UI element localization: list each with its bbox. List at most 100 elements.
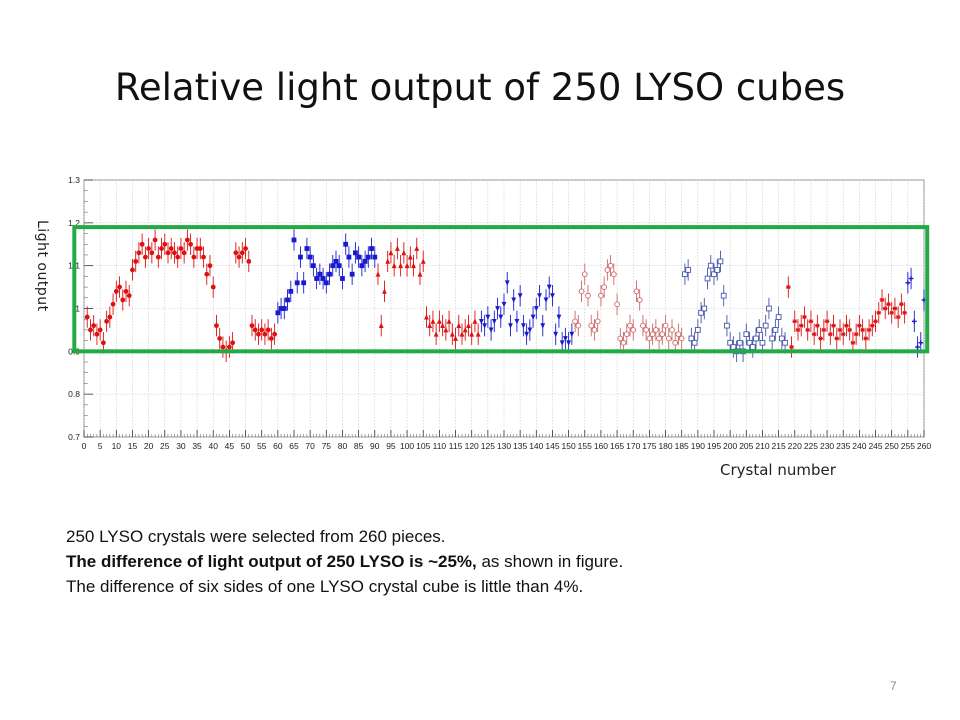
data-point bbox=[369, 237, 374, 260]
data-point bbox=[427, 314, 433, 337]
data-point bbox=[246, 250, 252, 273]
point-marker bbox=[291, 237, 297, 243]
data-point bbox=[685, 259, 692, 281]
point-marker bbox=[508, 323, 513, 329]
data-point bbox=[853, 323, 859, 345]
point-marker bbox=[559, 340, 565, 346]
x-tick-label: 145 bbox=[545, 441, 559, 451]
slide-title: Relative light output of 250 LYSO cubes bbox=[114, 66, 846, 109]
data-point bbox=[362, 250, 368, 273]
data-point bbox=[892, 297, 898, 320]
point-marker bbox=[262, 331, 268, 337]
point-marker bbox=[475, 331, 481, 337]
data-point bbox=[902, 302, 908, 324]
point-marker bbox=[401, 249, 407, 256]
data-point bbox=[824, 310, 830, 333]
data-point bbox=[588, 314, 595, 337]
x-tick-label: 50 bbox=[241, 441, 251, 451]
data-point bbox=[831, 314, 836, 337]
point-marker bbox=[588, 322, 595, 329]
point-marker bbox=[162, 241, 168, 247]
x-tick-label: 15 bbox=[128, 441, 138, 451]
data-point bbox=[226, 336, 232, 358]
data-point bbox=[275, 302, 281, 324]
data-point bbox=[869, 314, 875, 337]
data-point bbox=[623, 323, 630, 345]
data-point bbox=[720, 284, 727, 307]
point-marker bbox=[778, 335, 785, 342]
point-marker bbox=[100, 340, 106, 346]
data-point bbox=[527, 319, 533, 341]
data-point bbox=[488, 319, 494, 341]
point-marker bbox=[711, 271, 717, 278]
data-point bbox=[343, 233, 349, 255]
point-marker bbox=[404, 262, 410, 269]
data-point bbox=[908, 267, 914, 290]
note-line-1: 250 LYSO crystals were selected from 260… bbox=[66, 527, 446, 546]
x-tick-label: 190 bbox=[691, 441, 705, 451]
x-tick-label: 205 bbox=[739, 441, 753, 451]
data-point bbox=[533, 297, 539, 320]
point-marker bbox=[698, 309, 704, 316]
point-marker bbox=[126, 293, 132, 299]
point-marker bbox=[659, 331, 666, 338]
point-marker bbox=[799, 323, 804, 328]
data-point bbox=[272, 323, 278, 345]
point-marker bbox=[841, 332, 846, 337]
data-point bbox=[352, 242, 358, 264]
data-point bbox=[610, 263, 617, 285]
data-point bbox=[756, 319, 763, 341]
data-point bbox=[365, 246, 371, 268]
data-point bbox=[543, 289, 549, 311]
y-tick-label: 1.3 bbox=[68, 175, 80, 185]
x-tick-label: 225 bbox=[804, 441, 818, 451]
point-marker bbox=[530, 314, 536, 321]
data-point bbox=[349, 263, 355, 285]
point-marker bbox=[436, 318, 442, 324]
point-marker bbox=[553, 331, 559, 338]
data-point bbox=[155, 246, 161, 268]
data-point bbox=[278, 297, 284, 320]
point-marker bbox=[472, 318, 478, 324]
point-marker bbox=[837, 327, 843, 332]
point-marker bbox=[514, 318, 520, 325]
point-marker bbox=[873, 319, 878, 324]
data-point bbox=[873, 310, 878, 333]
data-point bbox=[707, 254, 714, 277]
data-point bbox=[294, 272, 300, 294]
point-marker bbox=[812, 332, 817, 337]
data-point bbox=[491, 310, 497, 333]
point-marker bbox=[323, 280, 329, 286]
point-marker bbox=[152, 237, 158, 243]
data-point bbox=[562, 327, 568, 350]
y-tick-label: 1.2 bbox=[68, 218, 80, 228]
point-marker bbox=[449, 331, 455, 337]
point-marker bbox=[382, 288, 387, 294]
note-line-2: The difference of light output of 250 LY… bbox=[66, 549, 623, 574]
data-point bbox=[220, 336, 226, 358]
point-marker bbox=[159, 246, 164, 251]
point-marker bbox=[782, 339, 788, 346]
data-point bbox=[482, 314, 488, 337]
point-marker bbox=[844, 323, 849, 328]
data-point bbox=[298, 246, 303, 268]
data-point bbox=[778, 327, 785, 350]
point-marker bbox=[828, 332, 833, 337]
y-axis-label: Light output bbox=[34, 220, 50, 312]
point-marker bbox=[867, 327, 872, 332]
data-point bbox=[152, 229, 158, 251]
point-marker bbox=[694, 327, 701, 333]
data-point bbox=[915, 336, 920, 358]
data-point bbox=[346, 246, 352, 268]
point-marker bbox=[172, 250, 177, 256]
point-marker bbox=[352, 250, 358, 256]
y-tick-label: 0.8 bbox=[68, 389, 80, 399]
point-marker bbox=[420, 258, 426, 264]
point-marker bbox=[88, 327, 93, 333]
data-point bbox=[236, 246, 242, 268]
point-marker bbox=[462, 326, 468, 333]
point-marker bbox=[815, 323, 820, 328]
point-marker bbox=[201, 254, 206, 260]
point-marker bbox=[249, 323, 255, 329]
point-marker bbox=[546, 284, 552, 291]
